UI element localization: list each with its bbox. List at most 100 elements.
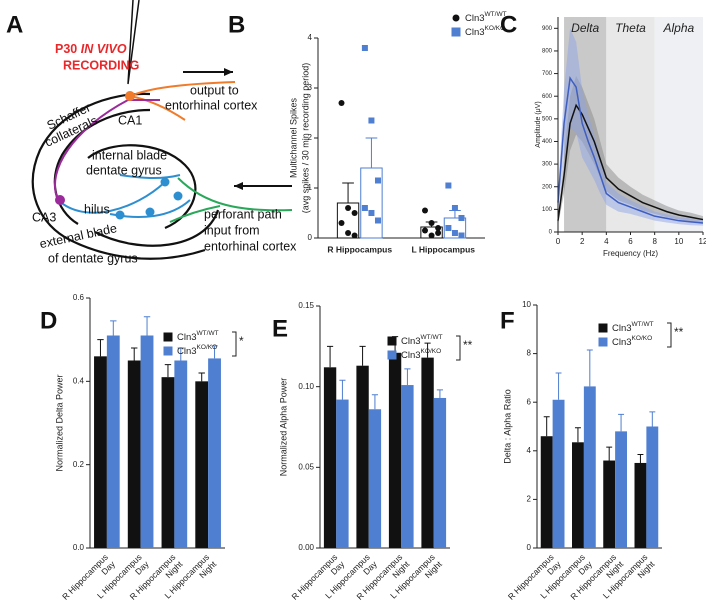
y-axis-label: Normalized Delta Power: [54, 374, 64, 471]
bar: [336, 399, 349, 548]
bar: [572, 442, 584, 548]
bar: [195, 381, 209, 548]
y-tick-label: 0.10: [298, 382, 314, 391]
data-point: [345, 205, 352, 211]
dentate-outline: [94, 209, 220, 247]
error-bar: [131, 347, 138, 361]
diagram-label: CA1: [118, 113, 142, 127]
x-axis-label: Frequency (Hz): [603, 249, 658, 258]
y-tick-label: 700: [542, 71, 553, 77]
recording-label: RECORDING: [63, 58, 139, 72]
error-bar: [143, 316, 151, 336]
error-bar: [164, 364, 172, 378]
data-point: [445, 182, 452, 189]
x-tick-label: 0: [556, 237, 561, 246]
error-bar: [618, 413, 625, 432]
bar: [646, 426, 659, 548]
neuron: [115, 210, 125, 220]
diagram-label: perforant path: [204, 207, 282, 221]
diagram-label: entorhinal cortex: [165, 98, 258, 112]
legend-label: Cln3WT/WT: [401, 334, 443, 346]
arrow-head: [224, 68, 233, 76]
error-bar: [97, 339, 104, 357]
legend-label: Cln3KO/KO: [612, 335, 652, 347]
diagram-label: output to: [190, 83, 239, 97]
panel-letter: F: [500, 307, 515, 334]
panel-letter: E: [272, 315, 288, 342]
bar: [615, 431, 627, 548]
error-bar: [326, 345, 334, 368]
data-point: [451, 230, 458, 236]
y-tick-label: 0.15: [298, 301, 314, 310]
bar: [634, 462, 647, 548]
bar: [94, 356, 107, 548]
data-point: [374, 177, 381, 184]
y-tick-label: 300: [542, 162, 553, 168]
legend-label: Cln3WT/WT: [612, 321, 654, 333]
panel-a-diagram: A P30 IN VIVO RECORDING output to entorh…: [6, 0, 297, 265]
legend-marker: [598, 323, 608, 333]
x-tick-label: 6: [628, 237, 633, 246]
y-tick-label: 100: [542, 207, 553, 213]
data-point: [458, 232, 465, 239]
error-bar: [359, 345, 366, 366]
schaffer-collaterals: [53, 99, 160, 201]
outline: [53, 108, 151, 225]
bar: [421, 357, 434, 548]
data-point: [368, 210, 375, 216]
y-tick-label: 0: [549, 230, 553, 236]
diagram-label: internal blade: [92, 148, 167, 162]
legend-label: Cln3KO/KO: [401, 348, 441, 360]
data-point: [428, 232, 435, 239]
data-point: [361, 205, 368, 211]
error-bar: [365, 137, 378, 168]
y-tick-label: 600: [542, 94, 553, 100]
error-bar: [555, 372, 562, 400]
y-tick-label: 0: [308, 233, 313, 242]
error-bar: [606, 446, 613, 461]
diagram-label: entorhinal cortex: [204, 239, 297, 253]
y-axis-label: (avg spikes / 30 min recording period): [300, 63, 310, 214]
frequency-band: [654, 17, 703, 232]
significance-bracket: [232, 331, 237, 357]
y-tick-label: 400: [542, 139, 553, 145]
neuron: [145, 207, 155, 217]
y-tick-label: 4: [308, 33, 313, 42]
error-bar: [436, 389, 444, 398]
data-point: [351, 210, 358, 216]
data-point: [368, 117, 375, 124]
significance-label: **: [463, 338, 473, 352]
neuron: [55, 195, 65, 205]
bar: [401, 385, 414, 548]
legend-marker: [598, 337, 608, 347]
diagram-label: input from: [204, 223, 260, 237]
data-point: [458, 215, 465, 221]
error-bar: [637, 453, 644, 463]
x-tick-label: 8: [652, 237, 657, 246]
error-bar: [424, 342, 431, 358]
neuron: [125, 91, 135, 101]
y-tick-label: 0: [527, 543, 532, 552]
perforant-path: [169, 177, 293, 223]
legend-marker: [163, 346, 173, 356]
x-tick-label: L Hippocampus: [411, 244, 475, 254]
panel-letter: C: [500, 11, 517, 38]
bar: [603, 460, 616, 548]
bar: [140, 335, 154, 548]
error-bar: [198, 372, 205, 382]
x-tick-label: 12: [699, 237, 706, 246]
bar: [208, 358, 221, 548]
error-bar: [574, 427, 581, 443]
y-tick-label: 0.6: [73, 293, 85, 302]
error-bar: [586, 349, 593, 387]
series-line: [557, 103, 704, 221]
significance-label: *: [239, 334, 244, 348]
data-point: [451, 205, 458, 211]
data-point: [422, 227, 429, 234]
outline: [31, 92, 206, 260]
data-point: [351, 232, 358, 239]
y-tick-label: 1: [308, 183, 313, 192]
y-tick-label: 2: [308, 133, 313, 142]
diagram-label: hilus: [84, 202, 110, 216]
